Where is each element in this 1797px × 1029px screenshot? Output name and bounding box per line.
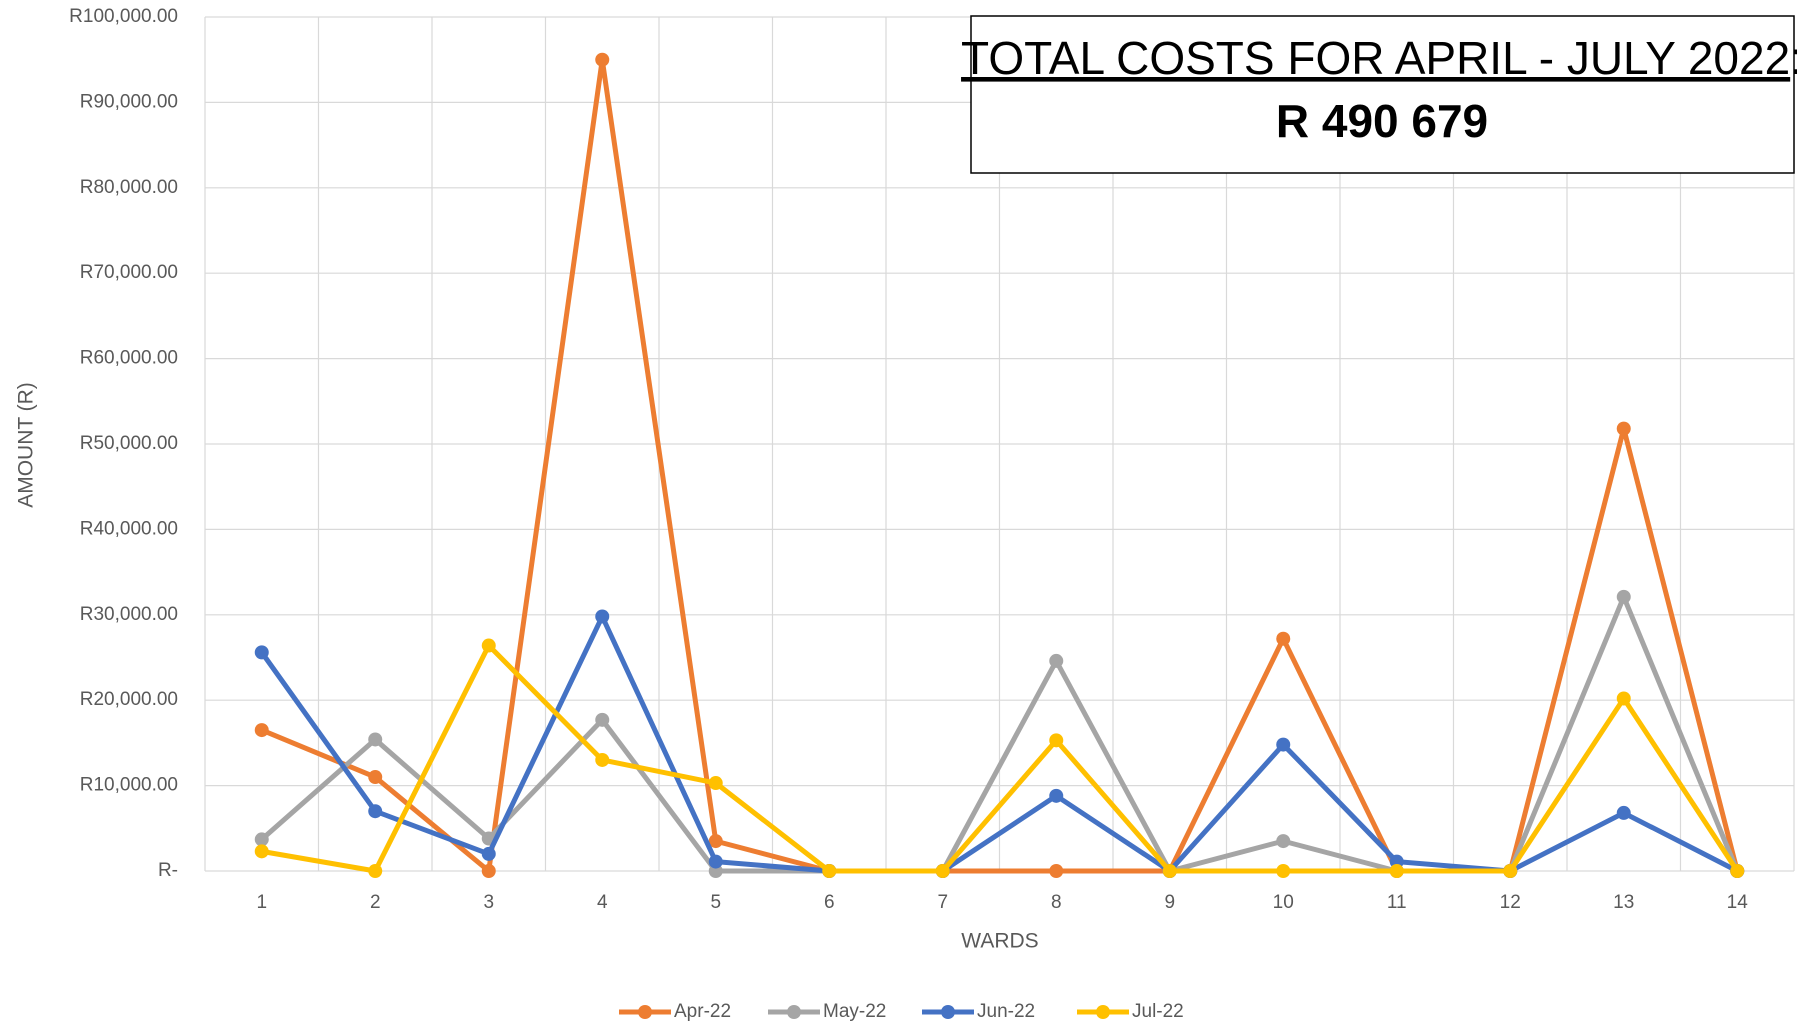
data-point [254, 832, 269, 847]
data-point [1730, 864, 1745, 878]
legend-marker [787, 1005, 801, 1019]
data-point [1276, 737, 1291, 752]
y-tick-label: R100,000.00 [69, 6, 178, 27]
data-point [1049, 733, 1064, 748]
y-tick-label: R20,000.00 [80, 689, 178, 710]
legend-label: Apr-22 [674, 1001, 731, 1022]
legend-marker [1096, 1005, 1110, 1019]
x-tick-label: 10 [1273, 892, 1294, 913]
y-tick-label: R- [158, 860, 178, 881]
data-point [1276, 631, 1291, 646]
data-point [1276, 834, 1291, 849]
y-tick-label: R50,000.00 [80, 433, 178, 454]
x-tick-label: 8 [1051, 892, 1062, 913]
x-tick-label: 14 [1727, 892, 1749, 913]
x-tick-label: 12 [1500, 892, 1521, 913]
data-point [254, 723, 269, 738]
y-tick-label: R30,000.00 [80, 604, 178, 625]
data-point [595, 752, 610, 767]
y-tick-label: R10,000.00 [80, 775, 178, 796]
data-point [595, 52, 610, 67]
data-point [368, 804, 383, 819]
annotation-box [970, 15, 1795, 174]
grid [204, 16, 1795, 872]
data-point [1049, 864, 1064, 878]
x-tick-label: 2 [370, 892, 381, 913]
data-point [708, 854, 723, 869]
data-point [481, 846, 496, 861]
y-tick-label: R70,000.00 [80, 262, 178, 283]
data-point [595, 712, 610, 727]
x-axis-label: WARDS [961, 930, 1038, 953]
x-tick-label: 7 [937, 892, 948, 913]
x-tick-label: 13 [1613, 892, 1634, 913]
data-point [368, 864, 383, 878]
data-point [368, 770, 383, 785]
data-point [1503, 864, 1518, 878]
legend-marker [638, 1005, 652, 1019]
legend-label: May-22 [823, 1001, 886, 1022]
data-point [595, 609, 610, 624]
data-point [1616, 589, 1631, 604]
y-tick-label: R40,000.00 [80, 518, 178, 539]
data-point [1389, 864, 1404, 878]
data-point [368, 732, 383, 747]
annotation-total: R 490 679 [1276, 95, 1488, 147]
x-tick-label: 9 [1164, 892, 1175, 913]
legend-label: Jul-22 [1132, 1001, 1184, 1022]
x-tick-label: 5 [710, 892, 721, 913]
data-point [254, 844, 269, 859]
data-point [708, 834, 723, 849]
annotation-heading: TOTAL COSTS FOR APRIL - JULY 2022: [961, 32, 1797, 84]
y-axis-label: AMOUNT (R) [15, 382, 38, 508]
data-point [1616, 691, 1631, 706]
data-point [1162, 864, 1177, 878]
y-tick-label: R80,000.00 [80, 177, 178, 198]
x-tick-label: 11 [1387, 892, 1407, 913]
y-tick-label: R60,000.00 [80, 348, 178, 369]
data-point [481, 864, 496, 878]
x-tick-label: 1 [256, 892, 267, 913]
data-point [481, 638, 496, 653]
data-point [1049, 788, 1064, 803]
series-line [259, 643, 1740, 874]
annotation-heading-text: TOTAL COSTS FOR APRIL - JULY 2022 [961, 32, 1790, 84]
data-point [1049, 653, 1064, 668]
data-point [822, 864, 837, 878]
legend-label: Jun-22 [977, 1001, 1035, 1022]
x-tick-label: 4 [597, 892, 608, 913]
x-tick-label: 3 [483, 892, 494, 913]
data-point [935, 864, 950, 878]
data-point [1616, 805, 1631, 820]
x-tick-label: 6 [824, 892, 835, 913]
data-point [1276, 864, 1291, 878]
y-tick-label: R90,000.00 [80, 91, 178, 112]
annotation-colon: : [1790, 32, 1797, 84]
legend-marker [941, 1005, 955, 1019]
data-point [1616, 421, 1631, 436]
data-point [254, 645, 269, 660]
data-point [708, 776, 723, 791]
